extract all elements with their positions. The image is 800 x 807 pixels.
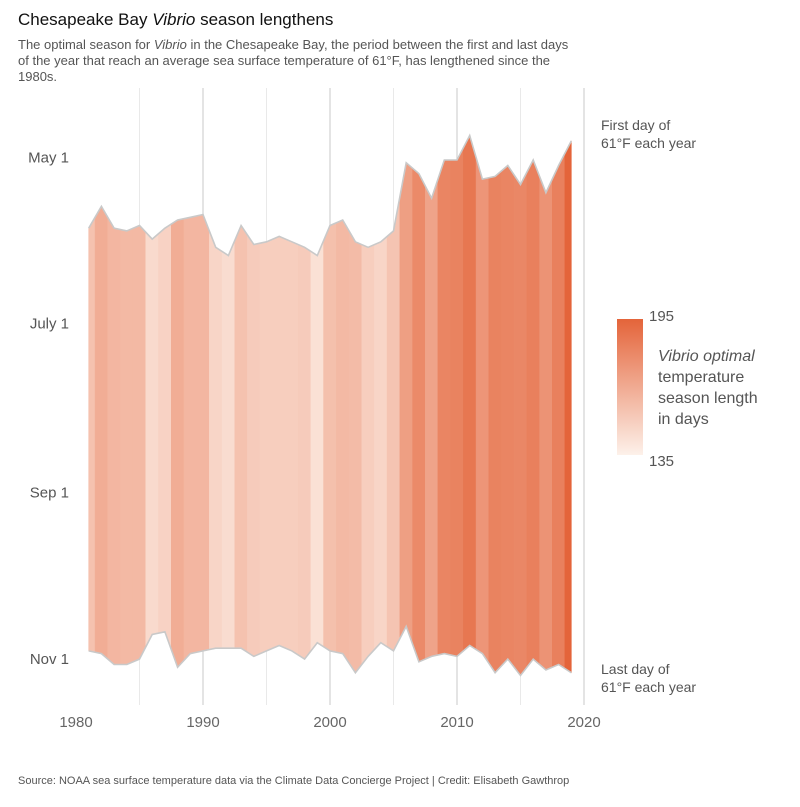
season-band-2016 (526, 159, 540, 669)
y-tick-label: May 1 (28, 149, 69, 166)
legend-min-label: 135 (649, 453, 674, 470)
legend-title-line4: in days (658, 411, 709, 428)
first-day-label-line2: 61°F each year (601, 135, 696, 151)
season-band-2006 (399, 162, 413, 645)
legend-gradient-bar (617, 319, 643, 455)
x-tick-label: 1990 (186, 714, 219, 731)
season-band-1991 (209, 230, 223, 650)
season-band-1994 (247, 234, 261, 657)
first-day-label-line1: First day of (601, 117, 670, 133)
season-band-1989 (183, 215, 197, 662)
x-tick-label: 2010 (440, 714, 473, 731)
last-day-line (88, 624, 572, 677)
season-bands (88, 134, 572, 676)
season-band-2019 (564, 140, 572, 674)
x-axis: 1980 1990 2000 2010 2020 (59, 714, 600, 731)
season-band-2005 (386, 196, 401, 652)
season-band-2013 (488, 170, 502, 674)
season-band-2008 (424, 179, 439, 660)
legend-title-line2: temperature (658, 369, 744, 386)
season-band-1985 (132, 225, 147, 663)
season-band-2015 (513, 172, 528, 676)
legend-title-line1: Vibrio optimal (658, 348, 755, 365)
color-legend: 195 135 Vibrio optimal temperature seaso… (617, 308, 758, 470)
season-band-1990 (196, 214, 210, 653)
season-band-2018 (551, 153, 566, 670)
last-day-label-line2: 61°F each year (601, 679, 696, 695)
last-day-label-line1: Last day of (601, 661, 670, 677)
x-tick-label: 2000 (313, 714, 346, 731)
x-tick-label: 2020 (567, 714, 600, 731)
season-band-1995 (259, 238, 274, 655)
season-band-2009 (437, 159, 451, 656)
season-band-2003 (361, 244, 375, 666)
season-band-1982 (94, 205, 109, 660)
season-band-1983 (107, 216, 121, 665)
season-band-1981 (88, 216, 96, 653)
x-tick-label: 1980 (59, 714, 92, 731)
season-band-1986 (145, 231, 159, 647)
season-band-2012 (475, 157, 490, 665)
season-band-2004 (374, 235, 388, 651)
season-band-1988 (171, 218, 185, 668)
season-band-2010 (450, 147, 464, 657)
season-band-1987 (158, 223, 172, 650)
season-band-2014 (501, 165, 515, 669)
y-tick-label: July 1 (30, 316, 69, 333)
season-band-1998 (297, 244, 312, 660)
source-credit: Source: NOAA sea surface temperature dat… (18, 775, 570, 787)
chart-subtitle: The optimal season for Vibrio in the Che… (18, 37, 569, 84)
first-day-line (88, 133, 573, 257)
season-band-1984 (120, 227, 134, 665)
season-band-2007 (412, 167, 426, 663)
season-band-2011 (463, 134, 477, 652)
legend-max-label: 195 (649, 308, 674, 325)
chart-title: Chesapeake Bay Vibrio season lengthens (18, 10, 334, 29)
season-band-1992 (221, 240, 236, 649)
y-axis: May 1 July 1 Sep 1 Nov 1 (28, 149, 69, 668)
season-band-1993 (234, 224, 248, 653)
season-outlines (88, 133, 573, 677)
y-tick-label: Nov 1 (30, 651, 69, 668)
season-band-2017 (539, 176, 553, 671)
season-band-2000 (323, 222, 337, 653)
season-band-2002 (348, 229, 363, 674)
season-band-1996 (272, 236, 286, 649)
legend-title-line3: season length (658, 390, 758, 407)
season-band-1999 (310, 240, 324, 652)
season-band-2001 (336, 219, 350, 665)
y-tick-label: Sep 1 (30, 485, 69, 502)
season-band-1997 (285, 238, 299, 656)
